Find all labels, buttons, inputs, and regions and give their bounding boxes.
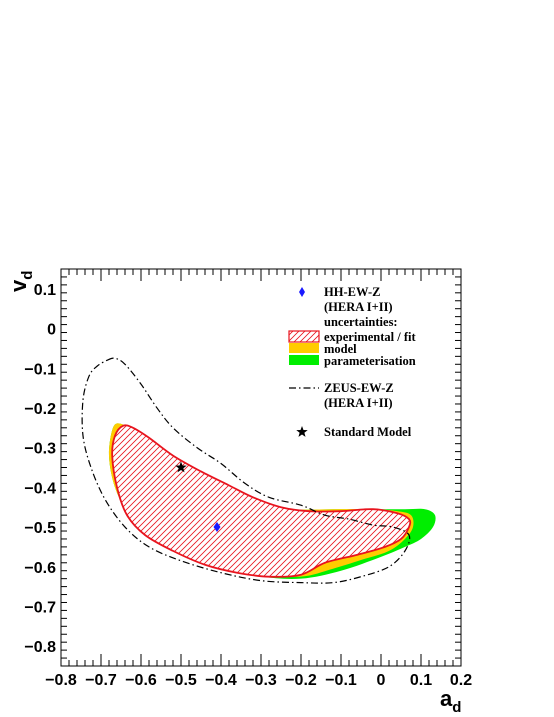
x-axis-title: ad bbox=[440, 686, 461, 716]
y-tick-label: 0 bbox=[47, 322, 56, 339]
contour-layer bbox=[81, 357, 436, 584]
legend-item-uncertainties: uncertainties: bbox=[324, 315, 398, 329]
y-tick-label: 0.1 bbox=[34, 282, 56, 299]
y-axis-title: vd bbox=[6, 271, 36, 292]
x-tick-label: −0.8 bbox=[45, 672, 77, 689]
x-tick-label: 0.1 bbox=[410, 672, 432, 689]
legend-label: Standard Model bbox=[324, 425, 412, 439]
legend-item-hh: HH-EW-Z(HERA I+II) bbox=[299, 285, 393, 314]
x-tick-label: −0.4 bbox=[205, 672, 237, 689]
zeus-contour bbox=[81, 357, 411, 584]
y-tick-label: −0.3 bbox=[24, 441, 56, 458]
x-tick-label: 0 bbox=[377, 672, 386, 689]
legend-star-icon bbox=[296, 426, 308, 437]
y-tick-label: −0.5 bbox=[24, 520, 56, 537]
point-layer bbox=[175, 461, 221, 533]
x-tick-label: −0.2 bbox=[285, 672, 317, 689]
legend-fill-swatch bbox=[289, 355, 319, 365]
legend-label: parameterisation bbox=[324, 354, 416, 368]
hh-ew-z-point bbox=[213, 522, 221, 533]
y-tick-label: −0.1 bbox=[24, 361, 56, 378]
y-tick-label: −0.7 bbox=[24, 599, 56, 616]
legend-hatch-swatch bbox=[288, 330, 320, 343]
legend: HH-EW-Z(HERA I+II)uncertainties:experime… bbox=[288, 285, 416, 439]
legend-item-sm: Standard Model bbox=[296, 425, 412, 439]
legend-fill-swatch bbox=[289, 343, 319, 353]
x-tick-label: 0.2 bbox=[450, 672, 472, 689]
legend-label: HH-EW-Z bbox=[324, 285, 380, 299]
x-tick-label: −0.5 bbox=[165, 672, 197, 689]
legend-label: uncertainties: bbox=[324, 315, 398, 329]
x-tick-label: −0.1 bbox=[325, 672, 357, 689]
legend-item-experimental: experimental / fit bbox=[288, 330, 416, 344]
x-tick-label: −0.3 bbox=[245, 672, 277, 689]
legend-label: model bbox=[324, 342, 357, 356]
legend-diamond-icon bbox=[299, 287, 305, 297]
x-tick-label: −0.6 bbox=[125, 672, 157, 689]
standard-model-point bbox=[175, 461, 187, 473]
y-tick-label: −0.2 bbox=[24, 401, 56, 418]
x-tick-label: −0.7 bbox=[85, 672, 117, 689]
tick-labels: −0.8 −0.7 −0.6 −0.5 −0.4 −0.3 −0.2 −0.1 0 0.1 0.2 0… bbox=[24, 282, 472, 689]
legend-label: ZEUS-EW-Z bbox=[324, 381, 394, 395]
legend-item-zeus: ZEUS-EW-Z(HERA I+II) bbox=[289, 381, 394, 410]
y-tick-label: −0.8 bbox=[24, 639, 56, 656]
legend-item-parameterisation: parameterisation bbox=[289, 354, 416, 368]
axis-ticks bbox=[60, 268, 462, 667]
y-tick-label: −0.4 bbox=[24, 480, 56, 497]
legend-label: (HERA I+II) bbox=[324, 300, 393, 314]
experimental-contour bbox=[111, 424, 412, 578]
legend-label: (HERA I+II) bbox=[324, 396, 393, 410]
y-tick-label: −0.6 bbox=[24, 560, 56, 577]
legend-item-model: model bbox=[289, 342, 357, 356]
legend-label: experimental / fit bbox=[324, 330, 416, 344]
